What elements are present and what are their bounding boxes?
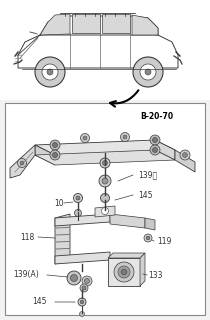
- Circle shape: [133, 57, 163, 87]
- Circle shape: [50, 140, 60, 150]
- Circle shape: [152, 138, 158, 142]
- Circle shape: [52, 153, 58, 157]
- Circle shape: [80, 311, 84, 316]
- Polygon shape: [95, 206, 115, 217]
- Polygon shape: [55, 252, 110, 264]
- Bar: [108, 258, 140, 286]
- Circle shape: [80, 284, 88, 292]
- Bar: [5, 103, 205, 315]
- Polygon shape: [108, 253, 145, 258]
- Polygon shape: [72, 14, 100, 33]
- Circle shape: [121, 269, 127, 275]
- Polygon shape: [55, 214, 110, 226]
- Bar: [0, 0, 210, 100]
- Circle shape: [82, 286, 86, 290]
- Circle shape: [17, 158, 26, 167]
- Polygon shape: [35, 140, 175, 155]
- Circle shape: [76, 196, 80, 200]
- Circle shape: [75, 210, 81, 217]
- Circle shape: [42, 64, 58, 80]
- Polygon shape: [175, 150, 195, 172]
- Polygon shape: [40, 16, 158, 35]
- Circle shape: [47, 69, 53, 75]
- Polygon shape: [140, 253, 145, 286]
- Circle shape: [80, 300, 84, 304]
- Text: B-20-70: B-20-70: [140, 112, 173, 121]
- Polygon shape: [155, 140, 175, 160]
- Circle shape: [123, 135, 127, 139]
- Circle shape: [150, 145, 160, 155]
- Text: 139(A): 139(A): [13, 270, 39, 279]
- Circle shape: [80, 133, 89, 142]
- Circle shape: [101, 207, 109, 214]
- Circle shape: [84, 278, 89, 284]
- Text: 119: 119: [157, 236, 171, 245]
- Circle shape: [52, 142, 58, 148]
- Circle shape: [35, 57, 65, 87]
- Circle shape: [83, 136, 87, 140]
- Circle shape: [78, 298, 86, 306]
- Polygon shape: [40, 14, 70, 35]
- Text: 133: 133: [148, 270, 163, 279]
- Polygon shape: [55, 214, 70, 264]
- Circle shape: [180, 150, 190, 160]
- Circle shape: [118, 266, 130, 278]
- Polygon shape: [35, 145, 55, 165]
- Circle shape: [144, 234, 152, 242]
- Circle shape: [101, 194, 109, 203]
- Circle shape: [145, 69, 151, 75]
- Circle shape: [100, 158, 110, 168]
- Circle shape: [82, 276, 92, 286]
- Polygon shape: [102, 14, 130, 33]
- Polygon shape: [145, 218, 155, 230]
- Circle shape: [114, 262, 134, 282]
- Circle shape: [121, 132, 130, 141]
- Polygon shape: [35, 150, 175, 165]
- Circle shape: [20, 161, 24, 165]
- Text: 118: 118: [20, 233, 34, 242]
- Text: 139Ⓑ: 139Ⓑ: [138, 171, 157, 180]
- Circle shape: [74, 194, 83, 203]
- Circle shape: [146, 236, 150, 240]
- Polygon shape: [110, 214, 145, 228]
- Polygon shape: [10, 145, 35, 178]
- Circle shape: [71, 275, 77, 282]
- Text: 145: 145: [32, 298, 46, 307]
- Circle shape: [99, 175, 111, 187]
- Circle shape: [50, 150, 60, 160]
- Circle shape: [102, 178, 108, 184]
- Circle shape: [140, 64, 156, 80]
- Circle shape: [152, 148, 158, 153]
- Circle shape: [150, 135, 160, 145]
- Circle shape: [67, 271, 81, 285]
- Polygon shape: [132, 15, 158, 35]
- Polygon shape: [18, 32, 178, 68]
- Circle shape: [182, 153, 188, 157]
- Text: 145: 145: [138, 190, 152, 199]
- Text: 10: 10: [54, 198, 64, 207]
- Circle shape: [102, 161, 108, 165]
